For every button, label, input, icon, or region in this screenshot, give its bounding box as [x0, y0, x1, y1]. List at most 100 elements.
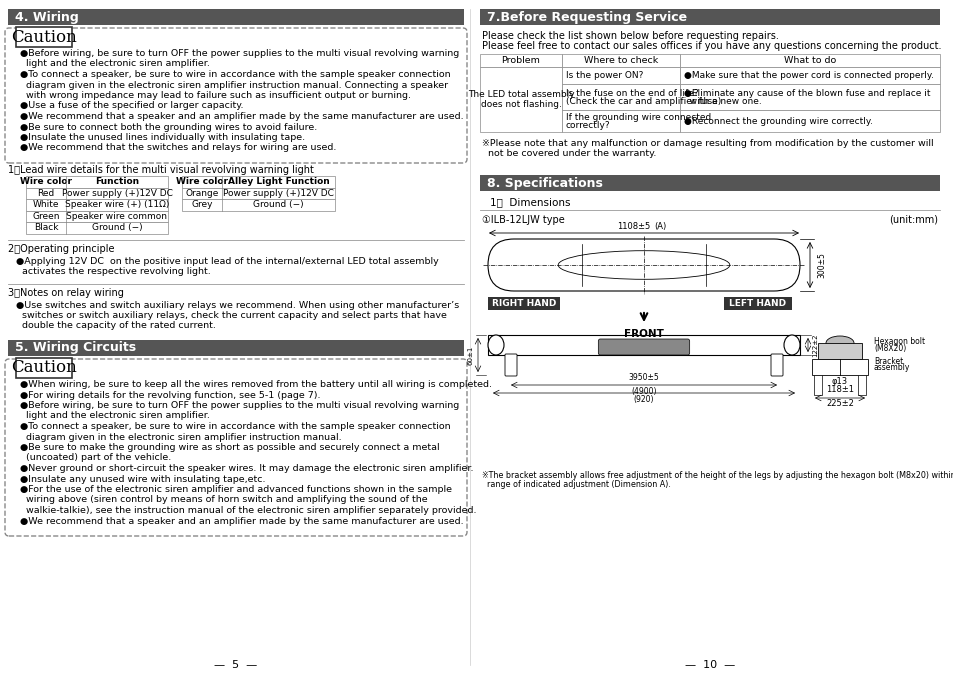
- Text: Red: Red: [37, 189, 54, 198]
- Text: ●To connect a speaker, be sure to wire in accordance with the sample speaker con: ●To connect a speaker, be sure to wire i…: [20, 422, 450, 431]
- FancyBboxPatch shape: [5, 359, 467, 536]
- Bar: [26, 176, 168, 188]
- Text: with wrong impedance may lead to failure such as insufficient output or burning.: with wrong impedance may lead to failure…: [20, 91, 411, 100]
- Bar: [16, 358, 71, 378]
- Text: Speaker wire (+) (11Ω): Speaker wire (+) (11Ω): [65, 200, 169, 209]
- Text: 118±1: 118±1: [825, 385, 853, 394]
- Text: ●Never ground or short-circuit the speaker wires. It may damage the electronic s: ●Never ground or short-circuit the speak…: [20, 464, 473, 473]
- Text: φ13: φ13: [831, 377, 847, 385]
- Text: 2）Operating principle: 2）Operating principle: [8, 244, 114, 254]
- Ellipse shape: [825, 336, 853, 350]
- Ellipse shape: [783, 335, 800, 355]
- Text: correctly?: correctly?: [565, 121, 610, 130]
- Text: (4900): (4900): [631, 387, 656, 396]
- Bar: [479, 175, 939, 191]
- Text: Where to check: Where to check: [583, 56, 658, 65]
- FancyBboxPatch shape: [770, 354, 782, 376]
- Text: FRONT: FRONT: [623, 329, 663, 339]
- Text: ●Applying 12V DC  on the positive input lead of the internal/external LED total : ●Applying 12V DC on the positive input l…: [16, 256, 438, 265]
- Text: RIGHT HAND: RIGHT HAND: [492, 299, 556, 308]
- Text: Wire color: Wire color: [20, 178, 71, 186]
- Text: Is the fuse on the end of life?: Is the fuse on the end of life?: [565, 88, 698, 97]
- Text: 3950±5: 3950±5: [628, 373, 659, 382]
- Bar: [26, 222, 168, 234]
- Text: Power supply (+)12V DC: Power supply (+)12V DC: [62, 189, 172, 198]
- Text: (uncoated) part of the vehicle.: (uncoated) part of the vehicle.: [20, 454, 172, 462]
- Text: ●When wiring, be sure to keep all the wires removed from the battery until all w: ●When wiring, be sure to keep all the wi…: [20, 380, 492, 389]
- Ellipse shape: [558, 250, 729, 279]
- Text: 8. Specifications: 8. Specifications: [486, 176, 602, 190]
- Bar: [561, 110, 679, 132]
- Bar: [723, 297, 791, 310]
- Text: (A): (A): [653, 222, 665, 231]
- Text: The LED total assembly
does not flashing.: The LED total assembly does not flashing…: [467, 90, 574, 109]
- Text: If the grounding wire connected: If the grounding wire connected: [565, 113, 711, 122]
- Text: ●Be sure to make the grounding wire as short as possible and securely connect a : ●Be sure to make the grounding wire as s…: [20, 443, 439, 452]
- Bar: [561, 67, 679, 84]
- Bar: [679, 110, 939, 132]
- Text: ●We recommend that the switches and relays for wiring are used.: ●We recommend that the switches and rela…: [20, 144, 336, 153]
- Text: range of indicated adjustment (Dimension A).: range of indicated adjustment (Dimension…: [481, 480, 670, 489]
- Text: —  10  —: — 10 —: [684, 660, 735, 670]
- Text: ①ILB-12LJW type: ①ILB-12LJW type: [481, 215, 564, 225]
- Text: 60±1: 60±1: [468, 346, 474, 365]
- Text: Ground (−): Ground (−): [253, 200, 303, 209]
- Bar: [16, 27, 71, 47]
- Text: LEFT HAND: LEFT HAND: [729, 299, 785, 308]
- Text: ※The bracket assembly allows free adjustment of the height of the legs by adjust: ※The bracket assembly allows free adjust…: [481, 471, 953, 480]
- Text: Please feel free to contact our sales offices if you have any questions concerni: Please feel free to contact our sales of…: [481, 41, 941, 51]
- Text: Function: Function: [95, 178, 139, 186]
- Text: ●Before wiring, be sure to turn OFF the power supplies to the multi visual revol: ●Before wiring, be sure to turn OFF the …: [20, 401, 458, 410]
- Text: Problem: Problem: [501, 56, 539, 65]
- Bar: [679, 84, 939, 110]
- Bar: [26, 188, 168, 199]
- Text: diagram given in the electronic siren amplifier instruction manual. Connecting a: diagram given in the electronic siren am…: [20, 80, 448, 90]
- Bar: [26, 211, 168, 222]
- Text: ※Please note that any malfunction or damage resulting from modification by the c: ※Please note that any malfunction or dam…: [481, 139, 933, 148]
- Text: 225±2: 225±2: [825, 398, 853, 408]
- Text: light and the electronic siren amplifier.: light and the electronic siren amplifier…: [20, 412, 210, 421]
- Text: (M8X20): (M8X20): [873, 344, 905, 352]
- Bar: [679, 67, 939, 84]
- Text: Bracket: Bracket: [873, 356, 902, 365]
- Text: ●Insulate the unused lines individually with insulating tape.: ●Insulate the unused lines individually …: [20, 133, 305, 142]
- Text: ●Make sure that the power cord is connected properly.: ●Make sure that the power cord is connec…: [683, 71, 933, 80]
- Text: ●Be sure to connect both the grounding wires to avoid failure.: ●Be sure to connect both the grounding w…: [20, 122, 317, 132]
- Bar: [488, 335, 800, 355]
- Bar: [8, 9, 463, 25]
- Text: activates the respective revolving light.: activates the respective revolving light…: [16, 267, 211, 276]
- Text: Caution: Caution: [11, 360, 77, 377]
- Text: ●Use a fuse of the specified or larger capacity.: ●Use a fuse of the specified or larger c…: [20, 101, 243, 111]
- Text: (Check the car and amplifier fuse): (Check the car and amplifier fuse): [565, 97, 720, 105]
- Bar: [182, 188, 335, 199]
- Bar: [479, 67, 561, 132]
- Bar: [561, 54, 679, 67]
- Text: ●Eliminate any cause of the blown fuse and replace it: ●Eliminate any cause of the blown fuse a…: [683, 88, 929, 97]
- Bar: [817, 343, 862, 359]
- Text: diagram given in the electronic siren amplifier instruction manual.: diagram given in the electronic siren am…: [20, 433, 341, 441]
- Bar: [561, 84, 679, 110]
- Text: ●Reconnect the grounding wire correctly.: ●Reconnect the grounding wire correctly.: [683, 117, 872, 126]
- FancyBboxPatch shape: [598, 339, 689, 355]
- Text: double the capacity of the rated current.: double the capacity of the rated current…: [16, 321, 215, 331]
- Text: ●We recommend that a speaker and an amplifier made by the same manufacturer are : ●We recommend that a speaker and an ampl…: [20, 516, 463, 526]
- Text: What to do: What to do: [783, 56, 835, 65]
- Text: Is the power ON?: Is the power ON?: [565, 71, 642, 80]
- Text: 3）Notes on relay wiring: 3）Notes on relay wiring: [8, 288, 124, 298]
- Bar: [857, 375, 865, 395]
- Text: 5. Wiring Circuits: 5. Wiring Circuits: [15, 342, 136, 354]
- Text: Please check the list shown below before requesting repairs.: Please check the list shown below before…: [481, 31, 778, 41]
- Text: 7.Before Requesting Service: 7.Before Requesting Service: [486, 11, 686, 24]
- Text: (920): (920): [633, 395, 654, 404]
- Text: not be covered under the warranty.: not be covered under the warranty.: [481, 149, 656, 158]
- Text: (unit:mm): (unit:mm): [888, 215, 937, 225]
- Text: Wire color: Wire color: [175, 178, 228, 186]
- Ellipse shape: [488, 335, 503, 355]
- Text: Hexagon bolt: Hexagon bolt: [873, 337, 924, 346]
- Bar: [26, 199, 168, 211]
- Text: Alley Light Function: Alley Light Function: [228, 178, 329, 186]
- Text: ●For the use of the electronic siren amplifier and advanced functions shown in t: ●For the use of the electronic siren amp…: [20, 485, 452, 494]
- Bar: [182, 176, 335, 188]
- Text: ●We recommend that a speaker and an amplifier made by the same manufacturer are : ●We recommend that a speaker and an ampl…: [20, 112, 463, 121]
- Text: ●For wiring details for the revolving function, see 5-1 (page 7).: ●For wiring details for the revolving fu…: [20, 391, 320, 400]
